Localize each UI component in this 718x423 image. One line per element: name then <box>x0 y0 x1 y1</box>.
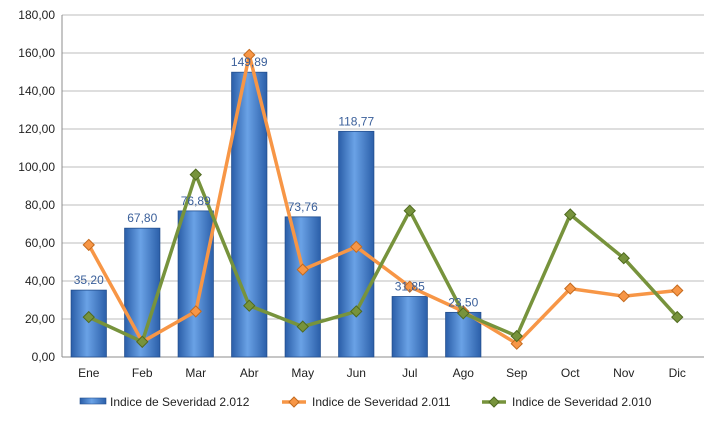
y-tick-label: 80,00 <box>25 198 55 212</box>
y-tick-label: 180,00 <box>18 8 55 22</box>
legend-label: Indice de Severidad 2.012 <box>110 395 250 409</box>
line-point <box>671 310 684 324</box>
line-point <box>564 208 577 221</box>
line-point <box>671 284 684 297</box>
bar-data-label: 31,85 <box>395 279 425 293</box>
line-point <box>189 168 202 181</box>
series-line <box>87 53 680 346</box>
y-tick-label: 140,00 <box>18 84 55 98</box>
data-labels: 35,20 67,80 76,89 149,89 73,76 118,77 31,85 23,… <box>74 55 479 309</box>
bar-data-label: 149,89 <box>231 55 268 69</box>
x-tick-label: Nov <box>613 366 634 380</box>
line-point <box>296 263 309 276</box>
line-point <box>350 305 363 318</box>
x-tick-label: Jun <box>347 366 366 380</box>
line-point <box>457 307 470 320</box>
line-point <box>403 280 416 293</box>
legend-label: Indice de Severidad 2.010 <box>512 395 652 409</box>
y-tick-label: 0,00 <box>32 350 56 364</box>
x-tick-label: Abr <box>240 366 259 380</box>
x-tick-label: Jul <box>402 366 417 380</box>
legend-item: Indice de Severidad 2.012 <box>79 395 250 409</box>
line-point <box>510 329 523 343</box>
bar-data-label: 67,80 <box>127 211 157 225</box>
line-point <box>243 299 256 312</box>
line-point <box>296 320 309 333</box>
x-tick-label: Sep <box>506 366 528 380</box>
line-point <box>350 240 363 254</box>
y-tick-label: 120,00 <box>18 122 55 136</box>
bar-data-label: 118,77 <box>338 114 374 128</box>
legend-item: Indice de Severidad 2.011 <box>282 395 451 409</box>
gridlines <box>62 14 704 320</box>
bar-data-label: 73,76 <box>288 200 318 214</box>
y-tick-label: 20,00 <box>25 312 55 326</box>
x-tick-label: Oct <box>561 366 580 380</box>
y-tick-label: 60,00 <box>25 236 55 250</box>
line-point <box>617 289 630 303</box>
axes: 0,00 20,00 40,00 60,00 80,00 100,00 120,00 140,… <box>18 8 704 380</box>
line-point <box>82 310 95 324</box>
line-point <box>488 396 500 408</box>
line-point <box>510 337 523 350</box>
line-point <box>136 335 149 349</box>
line-point <box>288 396 300 408</box>
line-point <box>617 251 630 265</box>
bar-series <box>70 71 482 358</box>
line-point <box>243 48 256 62</box>
bar-data-label: 76,89 <box>181 194 211 208</box>
y-tick-label: 40,00 <box>25 274 55 288</box>
bar <box>391 296 428 358</box>
bar <box>177 210 214 358</box>
line-point <box>189 305 202 318</box>
legend-item: Indice de Severidad 2.010 <box>482 395 652 409</box>
x-tick-label: Ene <box>78 366 100 380</box>
legend: Indice de Severidad 2.012 Indice de Sever… <box>79 395 652 409</box>
y-tick-label: 160,00 <box>18 46 55 60</box>
x-tick-label: Feb <box>132 366 153 380</box>
legend-swatch-bar <box>79 397 107 405</box>
line-point <box>403 204 416 217</box>
line-point <box>82 238 95 252</box>
bar-data-label: 23,50 <box>448 295 478 309</box>
y-tick-label: 100,00 <box>18 160 55 174</box>
x-tick-label: Ago <box>453 366 475 380</box>
x-tick-label: Dic <box>669 366 686 380</box>
series-line <box>87 172 680 344</box>
line-series <box>82 48 684 350</box>
x-tick-label: May <box>291 366 314 380</box>
line-point <box>564 282 577 295</box>
bar <box>284 216 321 358</box>
legend-label: Indice de Severidad 2.011 <box>312 395 451 409</box>
x-tick-label: Mar <box>185 366 206 380</box>
bar-data-label: 35,20 <box>74 273 104 287</box>
